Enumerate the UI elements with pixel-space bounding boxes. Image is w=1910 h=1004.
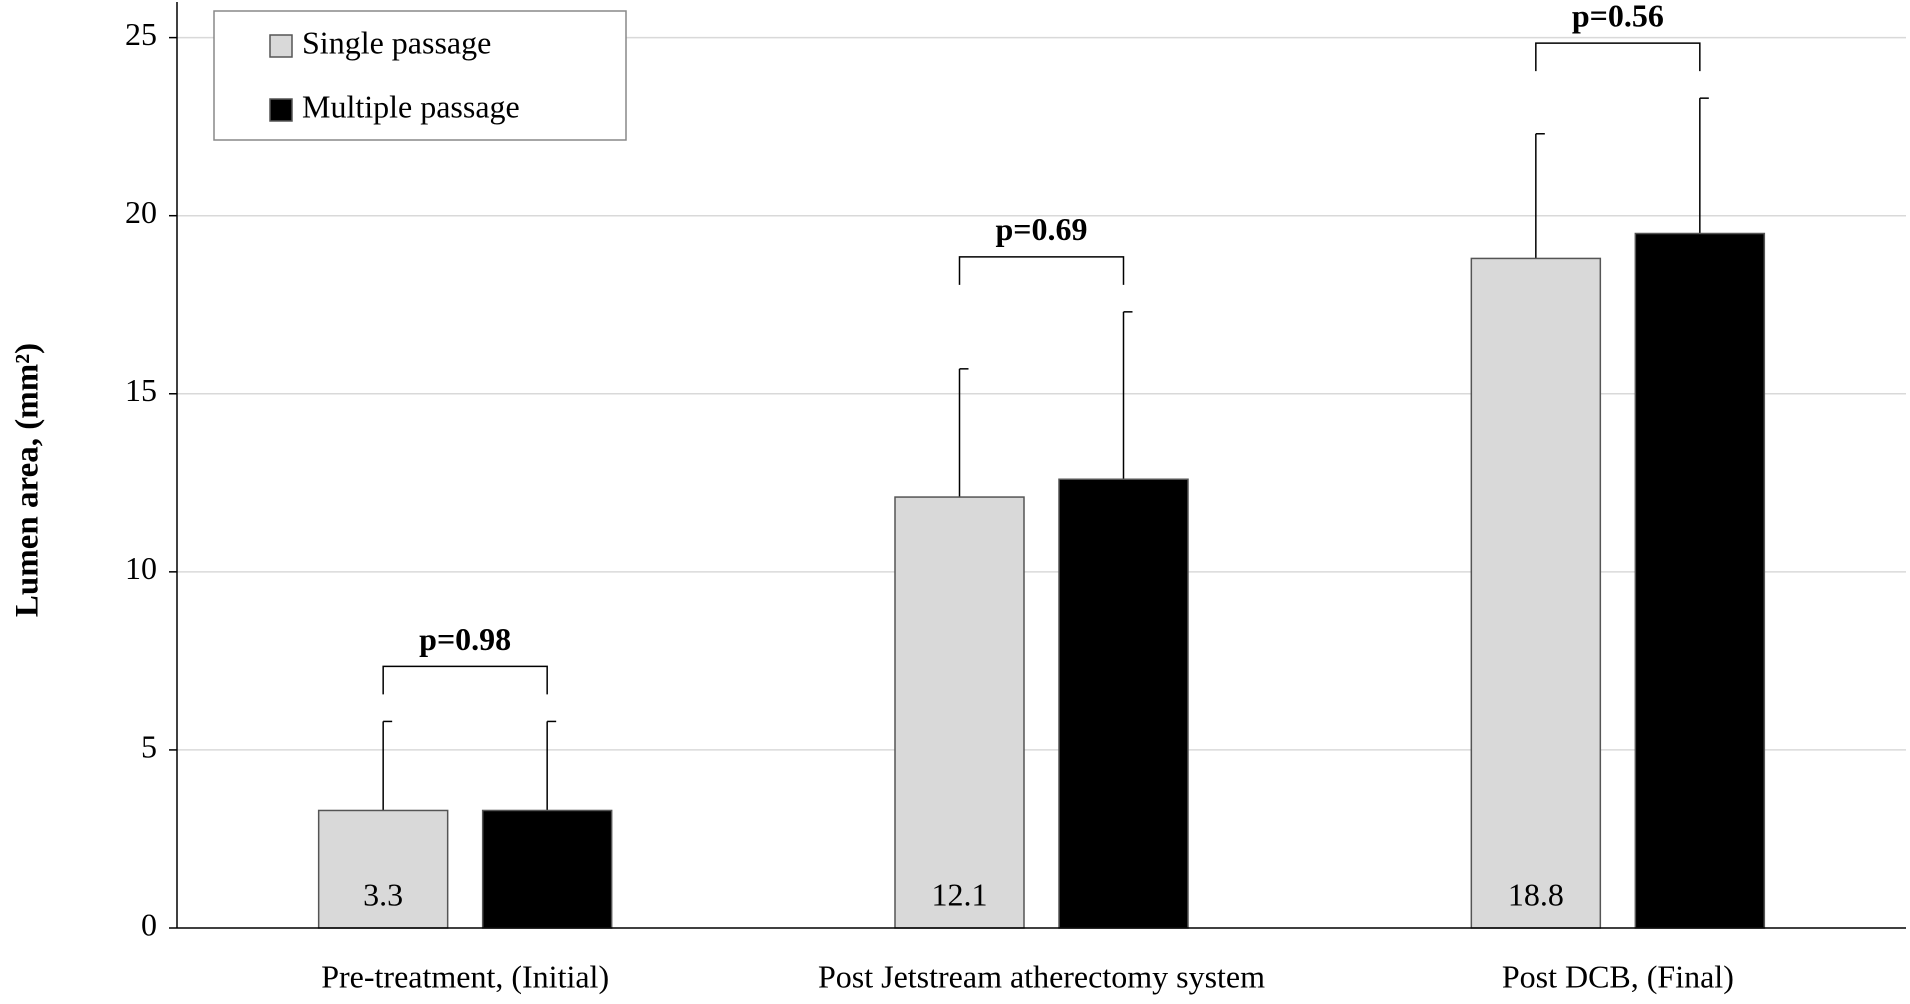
- value-label: 12.1: [932, 876, 988, 912]
- x-tick-label: Post DCB, (Final): [1502, 958, 1734, 994]
- y-tick-label: 20: [125, 194, 157, 230]
- legend-swatch: [269, 98, 293, 122]
- bar: [1634, 232, 1766, 929]
- bar: [894, 496, 1025, 929]
- value-label: 19.5: [1672, 876, 1728, 912]
- x-tick-label: Post Jetstream atherectomy system: [818, 958, 1265, 994]
- value-label: 18.8: [1508, 876, 1564, 912]
- value-label: 12.6: [1096, 876, 1152, 912]
- bar: [317, 809, 449, 929]
- y-tick-label: 10: [125, 550, 157, 586]
- significance-bracket: [1535, 42, 1701, 72]
- value-label: 3.3: [363, 876, 403, 912]
- p-value: p=0.98: [419, 621, 511, 657]
- legend-label: Single passage: [302, 24, 491, 60]
- y-tick-label: 15: [125, 372, 157, 408]
- y-axis-label: Lumen area, (mm²): [10, 343, 46, 617]
- value-label: 3.3: [527, 876, 567, 912]
- legend-label: Multiple passage: [302, 88, 520, 124]
- legend-swatch: [269, 34, 293, 58]
- significance-bracket: [382, 665, 548, 695]
- p-value: p=0.56: [1572, 0, 1664, 34]
- significance-bracket: [958, 256, 1125, 285]
- y-tick-label: 25: [125, 16, 157, 52]
- y-tick-label: 0: [141, 906, 157, 942]
- x-tick-label: Pre-treatment, (Initial): [321, 958, 609, 994]
- bar: [1058, 478, 1189, 929]
- y-tick-label: 5: [141, 728, 157, 764]
- p-value: p=0.69: [995, 211, 1087, 247]
- bar: [1470, 257, 1602, 929]
